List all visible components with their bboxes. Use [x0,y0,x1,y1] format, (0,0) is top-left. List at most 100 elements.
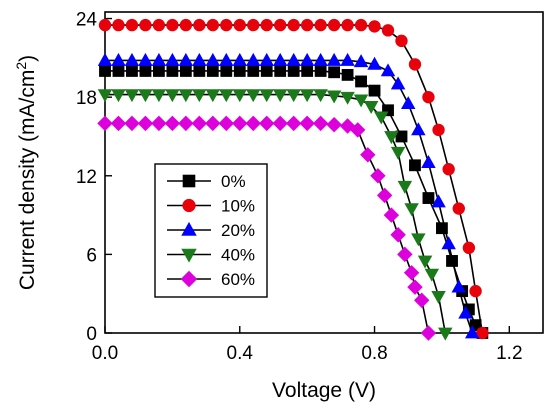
y-tick-label: 12 [76,167,97,188]
data-point [414,292,430,308]
data-point [274,65,287,77]
legend-label: 60% [221,270,255,289]
data-point [438,327,453,341]
data-point [179,18,193,32]
data-point [233,18,246,32]
data-point [403,265,420,281]
data-point [397,246,413,263]
data-point [340,52,355,66]
data-point [220,65,233,77]
data-point [272,115,288,132]
data-point [287,65,300,77]
data-point [411,122,426,136]
data-point [300,18,314,32]
data-point [367,56,382,70]
data-point [390,146,406,160]
data-point [380,63,396,77]
data-point [191,115,208,132]
legend-entry: 10% [167,197,255,216]
data-point [390,227,406,243]
data-point [409,159,421,172]
data-point [326,116,342,133]
data-point [407,279,423,295]
data-point [376,187,393,204]
data-point [178,52,194,66]
data-point [110,115,127,132]
data-point [151,89,167,103]
data-point [370,168,386,184]
data-point [193,18,206,32]
x-tick-label: 0.8 [361,343,387,364]
data-point [97,115,113,132]
data-point [458,305,473,319]
data-point [139,18,152,32]
data-point [382,104,394,117]
data-point [232,52,248,66]
x-tick-label: 1.2 [496,343,522,364]
x-axis-ticks: 0.0 0.4 0.8 1.2 [92,326,523,364]
data-point [192,52,207,66]
data-point [152,18,166,32]
data-point [166,65,179,77]
legend-label: 0% [221,172,246,191]
legend: 0% 10% 20% 40% 60% [154,163,268,298]
data-point [326,52,342,66]
data-point [233,65,246,77]
data-point [397,180,413,194]
data-point [299,52,315,66]
legend-entry: 40% [167,246,255,265]
data-point [247,18,260,32]
data-point [299,89,315,103]
data-point [417,255,433,269]
data-point [395,34,408,48]
x-tick-label: 0.0 [92,343,118,364]
y-axis-label-main: Current density (mA/cm [16,70,39,291]
data-point [219,52,234,66]
data-point [124,89,140,103]
y-tick-label: 6 [86,245,97,266]
data-point [287,18,300,32]
data-point [436,222,448,235]
data-point [232,89,248,103]
data-point [206,65,219,77]
data-point [272,52,288,66]
data-point [259,89,274,103]
data-point [166,18,179,32]
data-point [137,115,154,132]
data-point [153,65,165,77]
series-2 [98,18,489,340]
data-point [411,233,426,247]
data-point [272,89,288,103]
legend-marker [180,270,198,288]
data-point [301,65,314,77]
y-tick-label: 18 [76,88,97,109]
y-axis-label-close: ) [16,55,39,62]
data-point [395,130,408,143]
legend-label: 40% [221,246,255,265]
data-point [420,325,437,341]
data-point [368,20,381,33]
legend-label: 10% [221,197,255,216]
data-point [328,66,341,79]
data-point [205,115,221,132]
data-point [441,236,456,250]
data-point [179,65,192,77]
data-point [285,115,302,132]
legend-entry: 20% [167,221,255,240]
legend-marker [182,174,196,188]
data-point [349,122,366,138]
data-point [286,89,301,103]
data-point [355,75,367,88]
data-point [400,96,416,110]
data-point [111,89,126,103]
legend-label: 20% [221,221,255,240]
data-point [112,65,125,77]
data-point [442,163,455,176]
data-point [408,58,422,71]
data-point [422,90,435,104]
data-point [246,52,261,66]
data-point [259,115,275,132]
data-point [451,279,467,293]
data-point [206,18,219,32]
